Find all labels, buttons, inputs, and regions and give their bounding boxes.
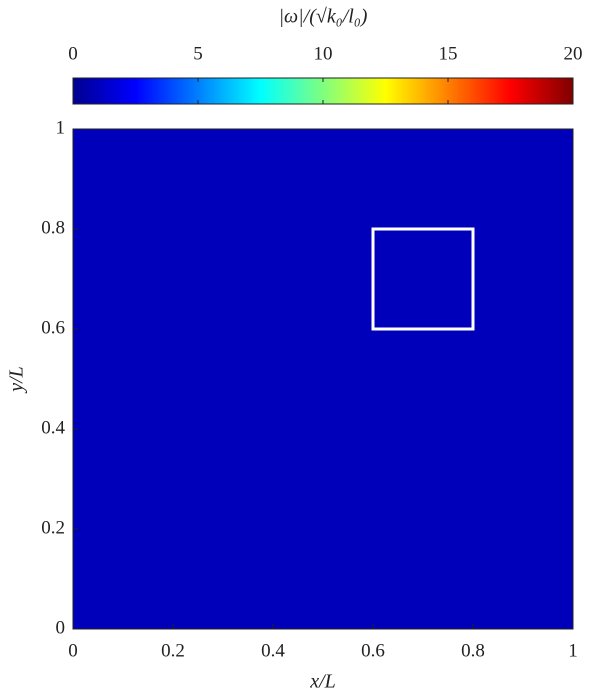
x-axis-label: x/L [309, 671, 336, 693]
y-tick-label: 0.2 [41, 517, 65, 538]
x-tick-label: 0.4 [261, 640, 285, 661]
colorbar [72, 77, 574, 105]
plot-frame [72, 128, 574, 630]
colorbar-tick-label: 20 [564, 43, 583, 64]
colorbar-tick-label: 5 [193, 43, 203, 64]
y-tick-label: 0.6 [41, 317, 65, 338]
x-tick-label: 0.8 [461, 640, 485, 661]
y-tick-label: 1 [56, 117, 66, 138]
y-tick-label: 0.4 [41, 417, 65, 438]
y-axis-label: y/L [6, 366, 28, 394]
x-tick-label: 0 [68, 640, 78, 661]
y-tick-label: 0.8 [41, 217, 65, 238]
x-tick-label: 1 [568, 640, 578, 661]
x-tick-label: 0.2 [161, 640, 185, 661]
highlight-box [371, 227, 475, 331]
colorbar-tick-label: 0 [68, 43, 78, 64]
colorbar-tick-label: 15 [439, 43, 458, 64]
y-tick-label: 0 [56, 617, 66, 638]
colorbar-tick-label: 10 [314, 43, 333, 64]
x-tick-label: 0.6 [361, 640, 385, 661]
heatmap-field [73, 129, 573, 629]
colorbar-label: |ω|/(√k₀/l₀) [279, 6, 368, 28]
